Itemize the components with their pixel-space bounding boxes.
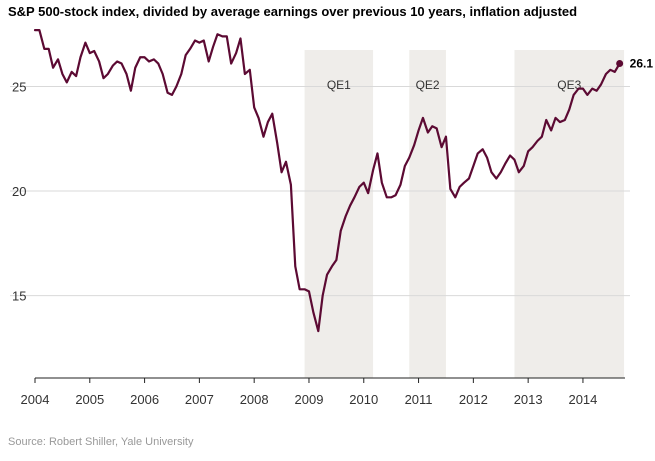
xtick-label-2010: 2010 bbox=[349, 392, 378, 407]
xtick-label-2006: 2006 bbox=[130, 392, 159, 407]
xtick-label-2005: 2005 bbox=[75, 392, 104, 407]
xtick-label-2013: 2013 bbox=[514, 392, 543, 407]
shaded-region-qe2 bbox=[409, 50, 446, 378]
shaded-region-qe3 bbox=[514, 50, 625, 378]
ytick-label-15: 15 bbox=[12, 289, 26, 304]
xtick-label-2011: 2011 bbox=[405, 392, 433, 407]
chart-title: S&P 500-stock index, divided by average … bbox=[8, 4, 578, 19]
xtick-label-2009: 2009 bbox=[295, 392, 324, 407]
xtick-label-2014: 2014 bbox=[568, 392, 597, 407]
xtick-label-2008: 2008 bbox=[240, 392, 269, 407]
xtick-label-2012: 2012 bbox=[459, 392, 488, 407]
series-line bbox=[33, 28, 621, 333]
xtick-label-2004: 2004 bbox=[21, 392, 50, 407]
series-end-label: 26.1 bbox=[630, 57, 654, 71]
ytick-label-25: 25 bbox=[12, 80, 26, 95]
source-note: Source: Robert Shiller, Yale University bbox=[8, 436, 194, 448]
shaded-region-qe1 bbox=[304, 50, 374, 378]
region-label-qe2: QE2 bbox=[416, 78, 440, 92]
region-label-qe1: QE1 bbox=[327, 78, 351, 92]
ytick-label-20: 20 bbox=[12, 184, 26, 199]
region-label-qe3: QE3 bbox=[557, 78, 581, 92]
series-end-point bbox=[616, 60, 624, 68]
xtick-label-2007: 2007 bbox=[185, 392, 214, 407]
